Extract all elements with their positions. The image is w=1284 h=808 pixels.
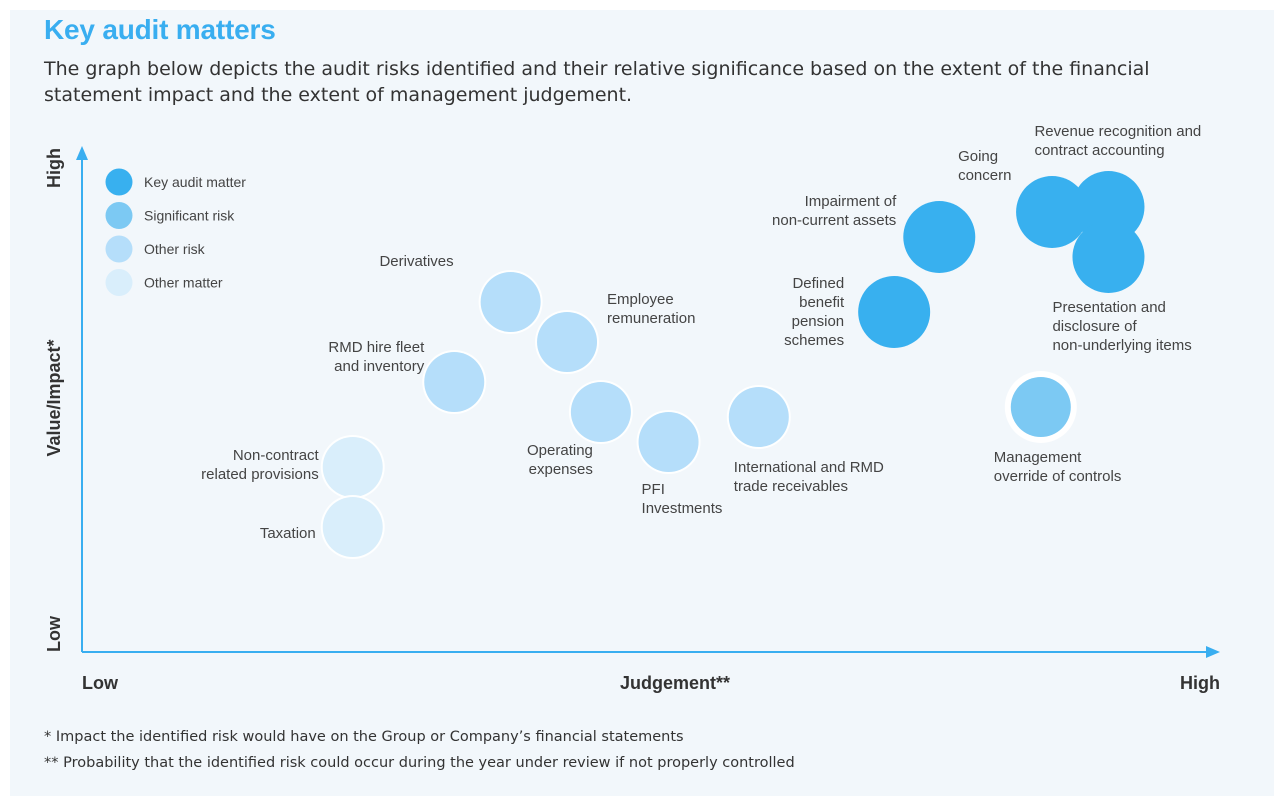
page-subtitle: The graph below depicts the audit risks … xyxy=(44,58,1150,106)
point-label-management-override-of-controls: Management override of controls xyxy=(994,449,1122,485)
point-label-pfi-investments: PFI Investments xyxy=(642,481,723,517)
point-label-derivatives: Derivatives xyxy=(379,253,453,270)
point-label-rmd-hire-fleet-and-inventory: RMD hire fleet and inventory xyxy=(328,339,425,375)
footnote-probability: ** Probability that the identified risk … xyxy=(44,755,795,771)
point-management-override-of-controls xyxy=(1010,377,1071,437)
x-tick-high: High xyxy=(1180,673,1220,693)
legend-marker-matter xyxy=(105,269,133,296)
legend-marker-other xyxy=(105,235,133,263)
point-label-revenue-recognition-and-contract-accounting: Revenue recognition and contract accounti… xyxy=(1034,123,1201,159)
point-international-and-rmd-trade-receivables xyxy=(728,387,789,447)
point-going-concern xyxy=(1016,176,1089,248)
point-operating-expenses xyxy=(570,382,631,442)
point-label-non-contract-related-provisions: Non-contract related provisions xyxy=(201,447,319,483)
point-label-international-and-rmd-trade-receivables: International and RMD trade receivables xyxy=(734,459,884,495)
point-pfi-investments xyxy=(638,412,699,472)
point-revenue-recognition-and-contract-accounting xyxy=(1072,171,1145,243)
legend-label-matter: Other matter xyxy=(144,275,223,291)
point-impairment-of-non-current-assets xyxy=(903,201,976,273)
x-axis-arrow xyxy=(1206,646,1220,658)
point-non-contract-related-provisions xyxy=(322,437,383,497)
y-tick-high: High xyxy=(44,148,64,188)
point-label-going-concern: Going concern xyxy=(958,148,1011,184)
point-employee-remuneration xyxy=(537,312,598,372)
legend-label-kam: Key audit matter xyxy=(144,174,246,190)
point-label-presentation-and-disclosure-of-non-underlying-items: Presentation and disclosure of non-underly… xyxy=(1052,299,1191,354)
page-title: Key audit matters xyxy=(44,14,276,45)
x-axis-label: Judgement** xyxy=(620,673,730,693)
legend-marker-sig xyxy=(105,202,133,229)
legend-label-sig: Significant risk xyxy=(144,208,235,224)
point-label-defined-benefit-pension-schemes: Defined benefit pension schemes xyxy=(784,275,845,349)
legend-label-other: Other risk xyxy=(144,241,206,257)
x-tick-low: Low xyxy=(82,673,119,693)
y-axis-label: Value/Impact* xyxy=(44,339,64,456)
point-taxation xyxy=(322,497,383,557)
point-presentation-and-disclosure-of-non-underlying-items xyxy=(1072,221,1145,293)
footnote-impact: * Impact the identified risk would have … xyxy=(44,729,684,745)
y-axis-arrow xyxy=(76,146,88,160)
point-label-operating-expenses: Operating expenses xyxy=(527,442,593,478)
point-derivatives xyxy=(480,272,541,332)
point-label-taxation: Taxation xyxy=(260,525,316,542)
y-tick-low: Low xyxy=(44,615,64,652)
point-rmd-hire-fleet-and-inventory xyxy=(424,352,485,412)
legend-marker-kam xyxy=(105,168,133,196)
point-label-impairment-of-non-current-assets: Impairment of non-current assets xyxy=(772,193,897,229)
point-label-employee-remuneration: Employee remuneration xyxy=(607,291,695,327)
point-defined-benefit-pension-schemes xyxy=(858,276,931,348)
